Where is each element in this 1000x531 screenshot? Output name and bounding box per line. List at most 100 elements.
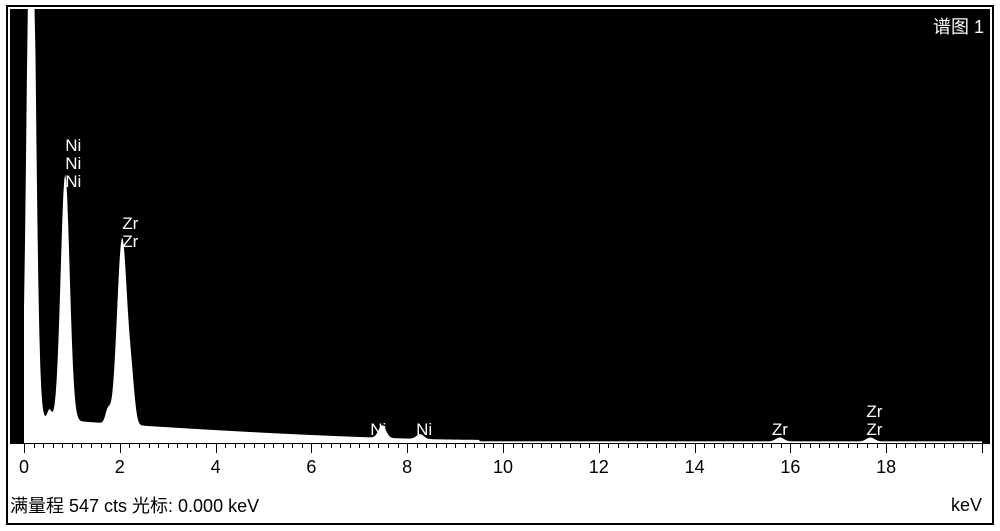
major-tick — [695, 443, 696, 453]
tick-label: 6 — [306, 457, 316, 478]
minor-tick — [781, 443, 782, 448]
minor-tick — [53, 443, 54, 448]
status-left: 满量程 547 cts 光标: 0.000 keV — [10, 492, 259, 518]
minor-tick — [493, 443, 494, 448]
minor-tick — [302, 443, 303, 448]
minor-tick — [810, 443, 811, 448]
major-tick — [599, 443, 600, 453]
minor-tick — [944, 443, 945, 448]
minor-tick — [666, 443, 667, 448]
major-tick — [120, 443, 121, 453]
minor-tick — [129, 443, 130, 448]
minor-tick — [426, 443, 427, 448]
minor-tick — [455, 443, 456, 448]
minor-tick — [43, 443, 44, 448]
minor-tick — [177, 443, 178, 448]
minor-tick — [743, 443, 744, 448]
minor-tick — [608, 443, 609, 448]
minor-tick — [752, 443, 753, 448]
minor-tick — [417, 443, 418, 448]
minor-tick — [628, 443, 629, 448]
minor-tick — [848, 443, 849, 448]
minor-tick — [110, 443, 111, 448]
minor-tick — [685, 443, 686, 448]
minor-tick — [589, 443, 590, 448]
peak-label: Ni — [416, 421, 432, 439]
minor-tick — [168, 443, 169, 448]
minor-tick — [838, 443, 839, 448]
tick-label: 0 — [19, 457, 29, 478]
minor-tick — [896, 443, 897, 448]
minor-tick — [762, 443, 763, 448]
minor-tick — [532, 443, 533, 448]
x-unit-label: keV — [951, 495, 982, 516]
minor-tick — [350, 443, 351, 448]
minor-tick — [158, 443, 159, 448]
axis-line — [10, 443, 990, 444]
minor-tick — [580, 443, 581, 448]
minor-tick — [225, 443, 226, 448]
major-tick — [503, 443, 504, 453]
tick-label: 8 — [402, 457, 412, 478]
minor-tick — [704, 443, 705, 448]
minor-tick — [187, 443, 188, 448]
minor-tick — [196, 443, 197, 448]
minor-tick — [465, 443, 466, 448]
minor-tick — [675, 443, 676, 448]
minor-tick — [857, 443, 858, 448]
minor-tick — [647, 443, 648, 448]
tick-label: 2 — [115, 457, 125, 478]
minor-tick — [733, 443, 734, 448]
major-tick — [24, 443, 25, 453]
minor-tick — [800, 443, 801, 448]
minor-tick — [359, 443, 360, 448]
minor-tick — [244, 443, 245, 448]
major-tick — [216, 443, 217, 453]
minor-tick — [101, 443, 102, 448]
minor-tick — [369, 443, 370, 448]
minor-tick — [829, 443, 830, 448]
minor-tick — [264, 443, 265, 448]
minor-tick — [331, 443, 332, 448]
minor-tick — [254, 443, 255, 448]
tick-label: 10 — [493, 457, 513, 478]
major-tick — [311, 443, 312, 453]
peak-label: O — [39, 421, 52, 439]
tick-label: 16 — [780, 457, 800, 478]
spectrum-id-label: 谱图 1 — [933, 13, 984, 39]
minor-tick — [139, 443, 140, 448]
peak-label: Zr Zr — [122, 215, 138, 251]
minor-tick — [81, 443, 82, 448]
minor-tick — [905, 443, 906, 448]
minor-tick — [953, 443, 954, 448]
tick-label: 12 — [589, 457, 609, 478]
peak-label: Ni Ni Ni — [65, 137, 81, 191]
minor-tick — [206, 443, 207, 448]
minor-tick — [934, 443, 935, 448]
tick-label: 18 — [876, 457, 896, 478]
minor-tick — [72, 443, 73, 448]
minor-tick — [235, 443, 236, 448]
major-tick — [982, 443, 983, 453]
minor-tick — [656, 443, 657, 448]
minor-tick — [723, 443, 724, 448]
major-tick — [886, 443, 887, 453]
x-axis: 024681012141618 — [10, 443, 990, 489]
minor-tick — [340, 443, 341, 448]
peak-label: Zr — [772, 421, 788, 439]
minor-tick — [446, 443, 447, 448]
minor-tick — [292, 443, 293, 448]
minor-tick — [378, 443, 379, 448]
peak-label: Zr — [96, 421, 112, 439]
minor-tick — [877, 443, 878, 448]
minor-tick — [513, 443, 514, 448]
minor-tick — [484, 443, 485, 448]
major-tick — [790, 443, 791, 453]
minor-tick — [34, 443, 35, 448]
minor-tick — [819, 443, 820, 448]
minor-tick — [522, 443, 523, 448]
peak-label: Zr Zr — [866, 403, 882, 439]
minor-tick — [283, 443, 284, 448]
minor-tick — [388, 443, 389, 448]
major-tick — [407, 443, 408, 453]
